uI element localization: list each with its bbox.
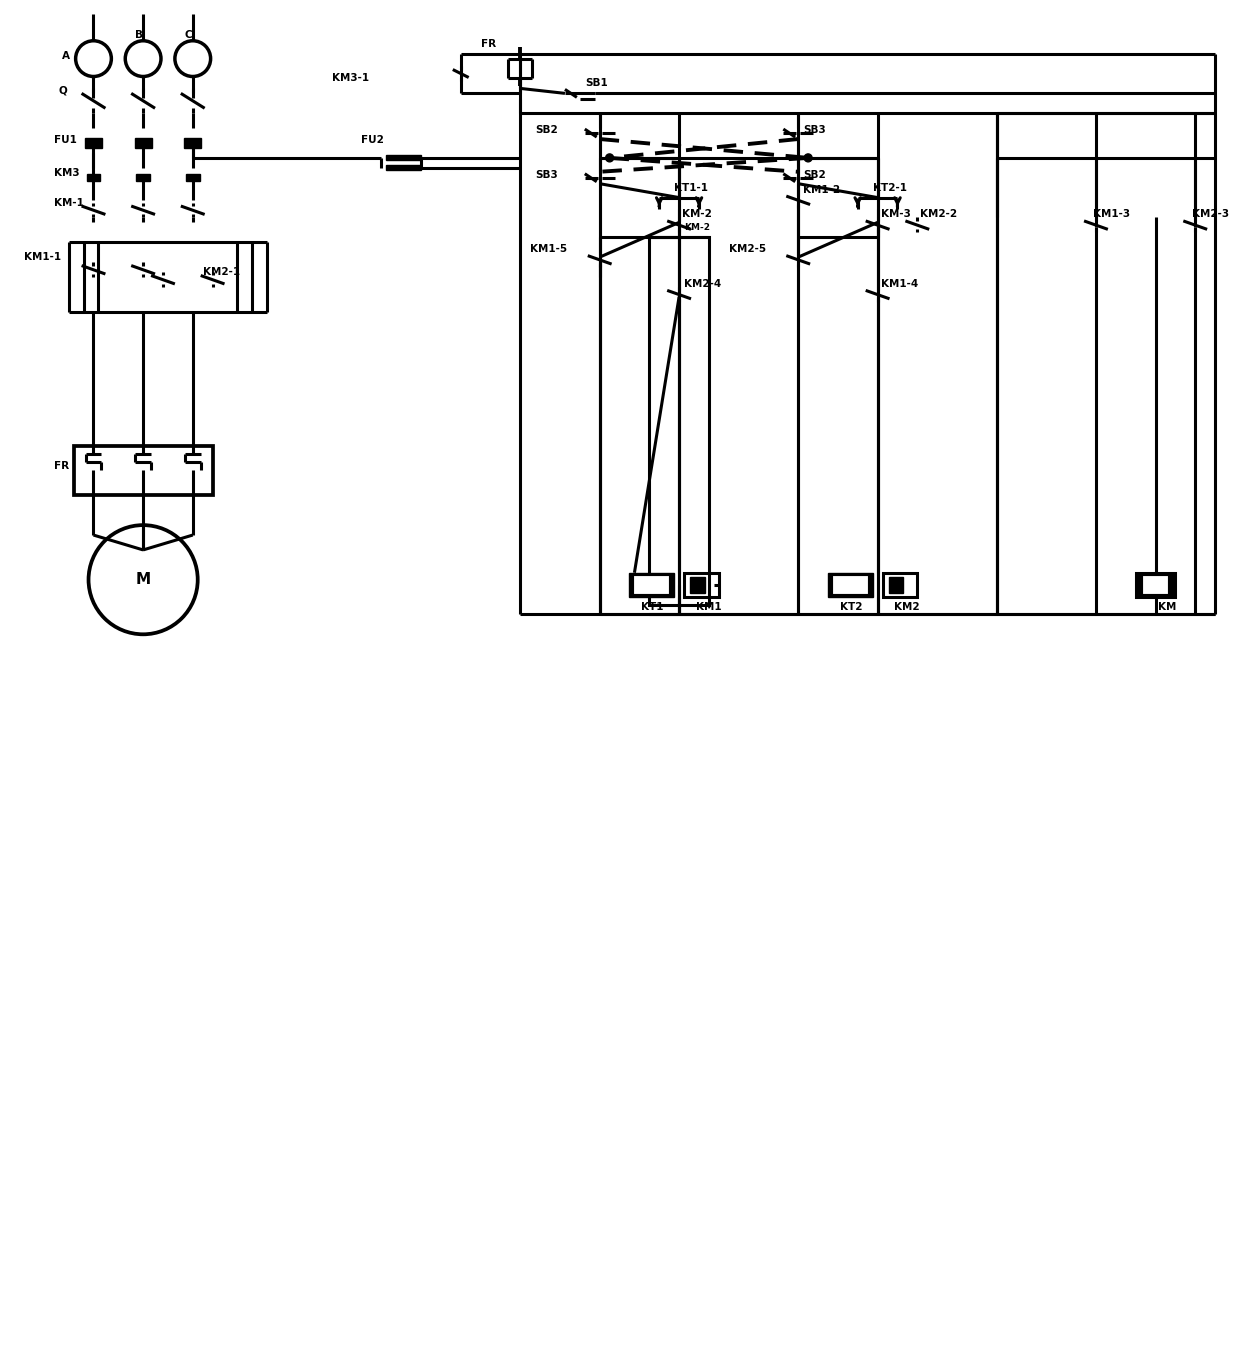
Text: KT2: KT2 — [839, 602, 862, 611]
Bar — [136, 174, 150, 181]
Bar — [87, 174, 100, 181]
Bar — [650, 237, 709, 604]
Bar — [135, 138, 151, 148]
Text: KM3-1: KM3-1 — [332, 73, 368, 84]
Circle shape — [605, 154, 614, 162]
Text: KM1-3: KM1-3 — [1092, 209, 1130, 220]
Circle shape — [805, 154, 812, 162]
Bar — [387, 166, 422, 170]
Text: KM: KM — [1158, 602, 1177, 611]
Text: SB2: SB2 — [804, 170, 826, 179]
Text: C: C — [185, 30, 192, 40]
Bar — [186, 174, 200, 181]
Bar — [883, 573, 918, 596]
Bar — [635, 576, 670, 594]
Text: SB3: SB3 — [804, 125, 826, 135]
Text: KM1: KM1 — [696, 602, 722, 611]
Text: SB2: SB2 — [536, 125, 558, 135]
Text: KT2-1: KT2-1 — [873, 182, 906, 193]
Text: FU1: FU1 — [53, 135, 77, 144]
Text: FU2: FU2 — [362, 135, 384, 144]
Text: KM2: KM2 — [894, 602, 920, 611]
Text: KM-3: KM-3 — [880, 209, 910, 220]
Text: KT1: KT1 — [641, 602, 663, 611]
Bar — [689, 577, 704, 592]
Bar — [73, 445, 212, 495]
Bar — [86, 138, 102, 148]
Text: KM1-4: KM1-4 — [880, 279, 918, 289]
Text: KT1-1: KT1-1 — [675, 182, 708, 193]
Bar — [630, 573, 675, 596]
Bar — [684, 573, 719, 596]
Text: KM1-1: KM1-1 — [24, 252, 61, 262]
Text: M: M — [135, 572, 151, 587]
Text: KM2-1: KM2-1 — [202, 267, 239, 277]
Text: B: B — [135, 30, 143, 40]
Text: KM2-4: KM2-4 — [684, 279, 722, 289]
Text: SB3: SB3 — [536, 170, 558, 179]
Text: KM-2: KM-2 — [684, 223, 711, 232]
Bar — [889, 577, 904, 592]
Text: KM-2: KM-2 — [682, 209, 712, 220]
Bar — [387, 155, 422, 161]
Bar — [1142, 576, 1168, 594]
Text: KM-1: KM-1 — [53, 197, 83, 208]
Text: FR: FR — [481, 39, 496, 49]
Text: KM1-5: KM1-5 — [531, 244, 568, 254]
Bar — [828, 573, 873, 596]
Text: A: A — [62, 51, 69, 61]
Text: KM2-3: KM2-3 — [1192, 209, 1229, 220]
Text: SB1: SB1 — [585, 78, 608, 89]
Text: KM3: KM3 — [53, 167, 79, 178]
Text: KM2-2: KM2-2 — [920, 209, 957, 220]
Text: KM1-2: KM1-2 — [804, 185, 841, 194]
Bar — [185, 138, 201, 148]
Bar — [833, 576, 868, 594]
Text: Q: Q — [58, 85, 67, 96]
Text: FR: FR — [53, 460, 69, 471]
Bar — [1136, 573, 1176, 596]
Text: KM2-5: KM2-5 — [729, 244, 766, 254]
